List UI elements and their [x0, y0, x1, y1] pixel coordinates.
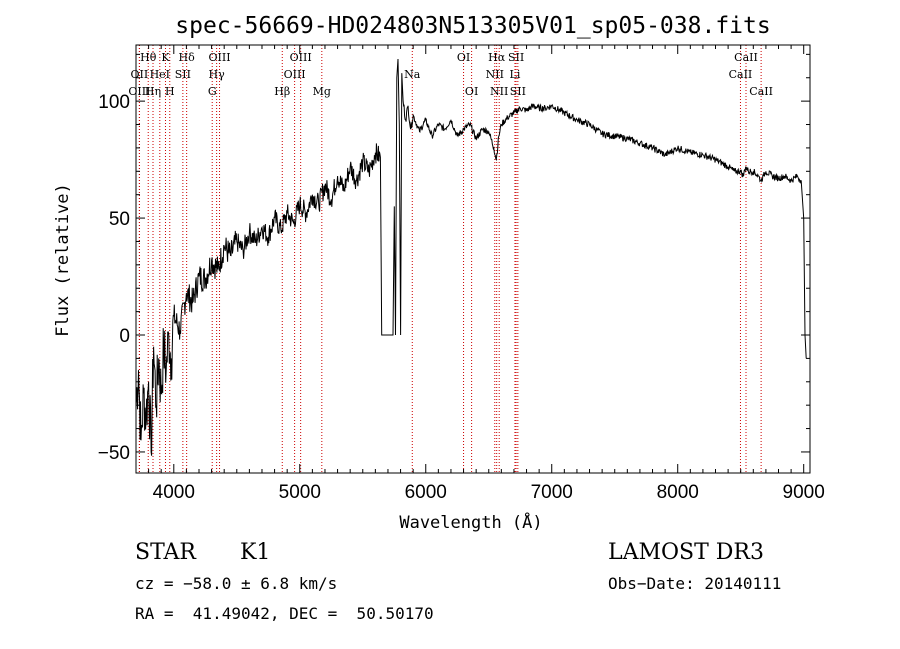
y-tick-label: 100	[98, 92, 130, 113]
plot-frame	[135, 44, 811, 474]
spectral-line-label-10: Hγ	[209, 68, 226, 81]
y-tick-label: 0	[119, 326, 130, 347]
spectral-line-label-21: NII	[490, 85, 508, 98]
object-subclass: K1	[240, 540, 271, 565]
spectral-line-markers	[138, 45, 762, 473]
spectral-line-label-1: OII	[131, 68, 149, 81]
object-class: STAR	[135, 540, 196, 565]
x-axis-label: Wavelength (Å)	[399, 511, 542, 533]
spectral-line-label-16: Na	[404, 68, 421, 81]
y-tick-label: 50	[109, 209, 130, 230]
spectral-line-label-0: Hθ	[140, 51, 157, 64]
spectral-line-label-15: Mg	[313, 85, 331, 98]
spectral-line-label-23: Li	[510, 68, 521, 81]
spectral-line-label-8: H	[165, 85, 175, 98]
redshift-cz: cz = −58.0 ± 6.8 km/s	[135, 574, 338, 593]
spectrum-series-line	[135, 58, 807, 456]
spectral-line-label-12: Hβ	[274, 85, 290, 98]
spectral-line-label-5: Hη	[145, 85, 161, 98]
x-tick-label: 5000	[279, 482, 321, 503]
spectral-line-label-2: OIII	[128, 85, 150, 98]
spectral-line-label-17: OI	[457, 51, 470, 64]
spectral-line-label-24: SII	[510, 85, 526, 98]
x-axis-ticks: 4000 5000 6000 7000 8000 9000	[135, 45, 825, 503]
spectral-line-label-3: K	[161, 51, 170, 64]
x-tick-label: 9000	[783, 482, 825, 503]
x-tick-label: 8000	[657, 482, 699, 503]
spectral-line-label-6: Hδ	[179, 51, 196, 64]
chart-title: spec-56669-HD024803N513305V01_sp05-038.f…	[175, 13, 770, 39]
survey-name: LAMOST DR3	[608, 540, 764, 565]
y-axis-label: Flux (relative)	[53, 183, 73, 337]
observation-date: Obs−Date: 20140111	[608, 574, 782, 593]
spectral-line-label-20: NII	[486, 68, 504, 81]
spectral-line-label-9: OIII	[208, 51, 230, 64]
y-axis-ticks: −50 0 50 100	[98, 53, 810, 464]
spectral-line-label-18: OI	[465, 85, 478, 98]
spectral-line-label-14: OIII	[284, 68, 306, 81]
spectral-line-label-25: CaII	[734, 51, 758, 64]
x-tick-label: 4000	[153, 482, 195, 503]
spectral-line-label-26: CaII	[729, 68, 753, 81]
spectral-line-label-22: SII	[508, 51, 524, 64]
x-tick-label: 6000	[405, 482, 447, 503]
spectral-line-label-19: Hα	[488, 51, 506, 64]
spectral-line-label-27: CaII	[749, 85, 773, 98]
spectral-line-label-7: SII	[175, 68, 191, 81]
spectral-line-label-11: G	[208, 85, 217, 98]
coordinates: RA = 41.49042, DEC = 50.50170	[135, 604, 434, 623]
spectral-line-label-13: OIII	[290, 51, 312, 64]
y-tick-label: −50	[98, 443, 130, 464]
spectral-line-label-4: HeI	[150, 68, 170, 81]
x-tick-label: 7000	[531, 482, 573, 503]
